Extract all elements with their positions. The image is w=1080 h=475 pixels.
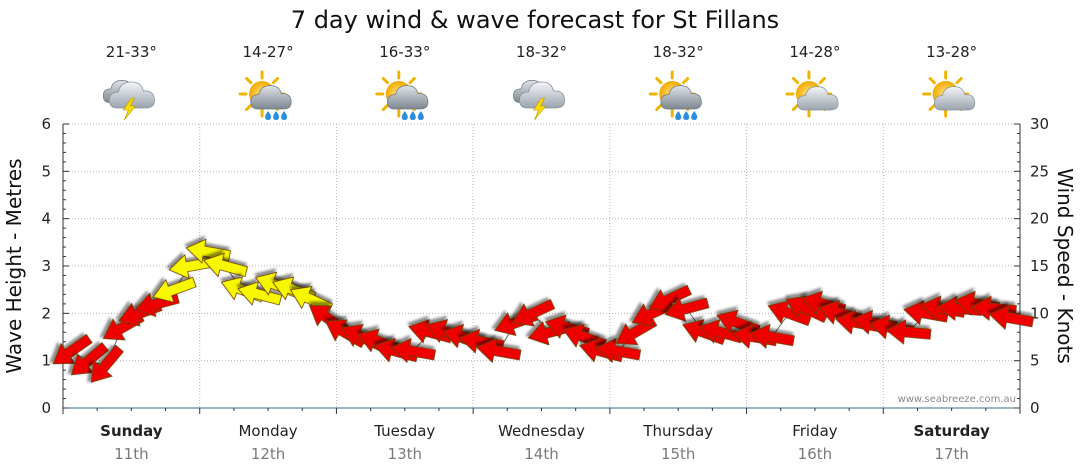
y-axis-title-right: Wind Speed - Knots [1053,168,1077,364]
wind-arrow [203,252,249,278]
temperature-range: 18-32° [653,43,704,61]
day-forecast: 16-33° [375,43,430,120]
right-tick-label: 25 [1030,162,1049,180]
right-tick-label: 0 [1030,399,1040,417]
sun-cloud-icon [785,70,839,118]
right-tick-label: 10 [1030,304,1049,322]
chart-title: 7 day wind & wave forecast for St Fillan… [291,6,779,34]
day-forecast: 14-27° [238,43,294,120]
right-tick-label: 5 [1030,352,1040,370]
left-tick-label: 5 [41,162,51,180]
right-tick-label: 20 [1030,210,1049,228]
wind-arrow [512,298,556,327]
left-tick-label: 2 [41,304,51,322]
storm-cloud-icon [102,80,155,121]
sun-rain-cloud-icon [238,70,292,120]
wind-arrow [595,338,642,364]
left-tick-label: 3 [41,257,51,275]
day-forecast: 18-32° [513,43,567,121]
temperature-range: 14-27° [243,43,294,61]
storm-cloud-icon [513,80,565,121]
day-label: Thursday [642,422,713,440]
wind-arrow [476,338,522,364]
sun-rain-cloud-icon [375,70,429,120]
left-tick-label: 0 [41,399,51,417]
wind-arrow [237,281,283,306]
temperature-range: 13-28° [926,43,977,61]
date-label: 15th [661,445,695,463]
date-label: 11th [114,445,148,463]
wind-arrow [152,276,197,303]
right-tick-label: 30 [1030,115,1049,133]
day-forecast: 14-28° [785,43,840,118]
day-forecast: 21-33° [102,43,157,121]
day-forecast: 13-28° [922,43,977,118]
credit-text: www.seabreeze.com.au [898,394,1016,405]
left-tick-label: 6 [41,115,51,133]
wind-arrow [664,297,710,322]
sun-rain-cloud-icon [648,70,702,120]
date-label: 14th [524,445,558,463]
wind-arrow [749,323,795,349]
day-label: Wednesday [498,422,585,440]
y-axis-title-left: Wave Height - Metres [2,158,26,373]
left-tick-label: 4 [41,210,51,228]
left-tick-label: 1 [41,352,51,370]
temperature-range: 16-33° [379,43,430,61]
date-label: 16th [798,445,832,463]
date-label: 17th [934,445,968,463]
right-tick-label: 15 [1030,257,1049,275]
day-label: Monday [238,422,297,440]
temperature-range: 21-33° [106,43,157,61]
wind-arrow [70,342,109,376]
wind-arrow [988,304,1035,330]
sun-cloud-icon [922,70,976,118]
temperature-range: 18-32° [516,43,567,61]
day-label: Sunday [100,422,163,440]
day-label: Tuesday [373,422,435,440]
date-label: 13th [388,445,422,463]
wind-arrow [885,319,932,345]
wind-arrow [390,338,436,364]
day-label: Saturday [913,422,990,440]
wind-arrow [52,333,93,365]
date-label: 12th [251,445,285,463]
wind-arrow [648,284,692,313]
wind-arrow [90,344,124,383]
temperature-range: 14-28° [789,43,840,61]
day-forecast: 18-32° [648,43,704,120]
day-label: Friday [792,422,838,440]
